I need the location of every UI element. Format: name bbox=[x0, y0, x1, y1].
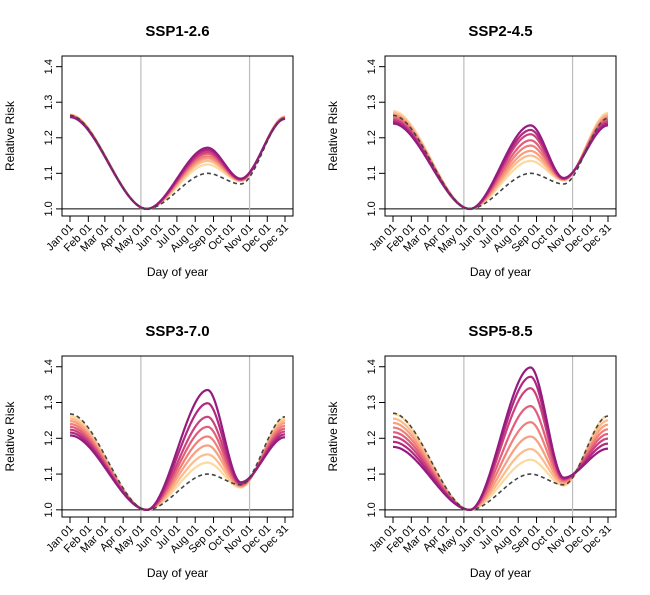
y-axis-label: Relative Risk bbox=[3, 400, 17, 471]
y-tick-label: 1.0 bbox=[366, 201, 378, 216]
y-tick-label: 1.4 bbox=[366, 359, 378, 374]
series-line bbox=[69, 114, 286, 210]
series-line bbox=[392, 115, 609, 210]
y-tick-label: 1.1 bbox=[366, 166, 378, 181]
x-axis-label: Day of year bbox=[470, 265, 531, 279]
x-axis-label: Day of year bbox=[147, 566, 208, 580]
series-line bbox=[69, 113, 286, 210]
y-tick-label: 1.2 bbox=[43, 431, 55, 446]
plot-frame bbox=[384, 55, 617, 217]
y-tick-label: 1.4 bbox=[43, 59, 55, 74]
series-line bbox=[69, 114, 286, 210]
y-tick-label: 1.0 bbox=[43, 502, 55, 517]
series-line bbox=[392, 110, 609, 210]
panel-title: SSP5-8.5 bbox=[468, 323, 532, 340]
series-line bbox=[69, 113, 286, 210]
series-line bbox=[392, 117, 609, 210]
baseline-line bbox=[69, 413, 286, 511]
x-axis-label: Day of year bbox=[470, 566, 531, 580]
plot-frame bbox=[61, 355, 294, 518]
series-line bbox=[392, 366, 609, 511]
series-line bbox=[69, 115, 286, 210]
y-tick-label: 1.2 bbox=[366, 130, 378, 145]
y-tick-label: 1.1 bbox=[43, 466, 55, 481]
y-tick-label: 1.3 bbox=[366, 395, 378, 410]
y-tick-label: 1.3 bbox=[366, 95, 378, 110]
y-tick-label: 1.2 bbox=[366, 431, 378, 446]
y-axis-label: Relative Risk bbox=[326, 400, 340, 471]
series-line bbox=[69, 116, 286, 210]
baseline-line bbox=[392, 412, 609, 511]
series-line bbox=[392, 113, 609, 210]
y-axis-label: Relative Risk bbox=[326, 100, 340, 171]
series-line bbox=[69, 425, 286, 511]
series-line bbox=[392, 375, 609, 511]
series-line bbox=[392, 122, 609, 210]
panel-title: SSP2-4.5 bbox=[468, 23, 532, 40]
panel-title: SSP3-7.0 bbox=[145, 323, 209, 340]
y-tick-label: 1.3 bbox=[43, 395, 55, 410]
y-tick-label: 1.0 bbox=[366, 502, 378, 517]
series-line bbox=[69, 115, 286, 210]
y-axis-label: Relative Risk bbox=[3, 100, 17, 171]
baseline-line bbox=[392, 114, 609, 210]
y-tick-label: 1.1 bbox=[366, 466, 378, 481]
series-line bbox=[69, 114, 286, 210]
y-tick-label: 1.2 bbox=[43, 130, 55, 145]
y-tick-label: 1.0 bbox=[43, 201, 55, 216]
y-tick-label: 1.4 bbox=[366, 59, 378, 74]
baseline-line bbox=[69, 114, 286, 210]
plot-frame bbox=[61, 55, 294, 217]
panel-title: SSP1-2.6 bbox=[145, 23, 209, 40]
plot-frame bbox=[384, 355, 617, 518]
y-tick-label: 1.1 bbox=[43, 166, 55, 181]
x-axis-label: Day of year bbox=[147, 265, 208, 279]
y-tick-label: 1.4 bbox=[43, 359, 55, 374]
series-line bbox=[392, 111, 609, 210]
y-tick-label: 1.3 bbox=[43, 95, 55, 110]
